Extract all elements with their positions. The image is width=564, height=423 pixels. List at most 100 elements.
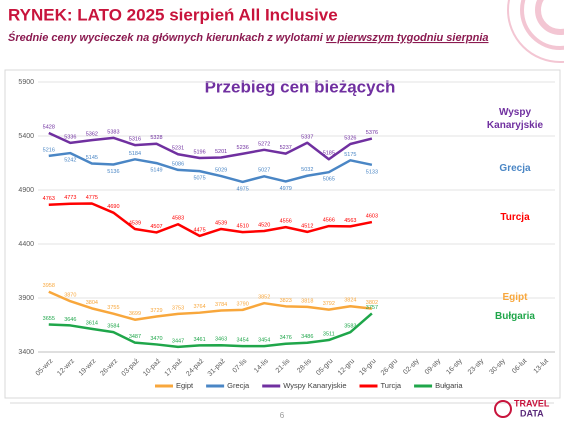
data-label: 3802 bbox=[366, 300, 378, 306]
data-label: 5075 bbox=[193, 176, 205, 182]
data-label: 5216 bbox=[43, 147, 55, 153]
data-label: 3823 bbox=[280, 298, 292, 304]
y-tick-label: 5400 bbox=[18, 133, 34, 140]
subtitle-underlined: w pierwszym tygodniu sierpnia bbox=[326, 32, 489, 44]
data-label: 5326 bbox=[344, 135, 356, 141]
series-line bbox=[48, 151, 373, 184]
legend-label: Grecja bbox=[227, 381, 250, 390]
series-line bbox=[48, 202, 373, 238]
data-label: 5231 bbox=[172, 146, 184, 152]
y-tick-label: 5900 bbox=[18, 79, 34, 86]
data-label: 5175 bbox=[344, 152, 356, 158]
data-label: 5376 bbox=[366, 130, 378, 136]
data-label: 5328 bbox=[150, 135, 162, 141]
data-label: 3729 bbox=[150, 308, 162, 314]
series-side-label: Bułgaria bbox=[494, 310, 535, 322]
data-label: 3764 bbox=[193, 304, 205, 310]
data-label: 4773 bbox=[64, 195, 76, 201]
data-label: 5027 bbox=[258, 168, 270, 174]
y-tick-label: 4900 bbox=[18, 187, 34, 194]
data-label: 5337 bbox=[301, 134, 313, 140]
data-label: 5029 bbox=[215, 168, 227, 174]
data-label: 5184 bbox=[129, 151, 141, 157]
data-label: 3584 bbox=[107, 324, 119, 330]
data-label: 3790 bbox=[237, 301, 249, 307]
data-label: 5316 bbox=[129, 137, 141, 143]
data-label: 4583 bbox=[172, 216, 184, 222]
data-label: 5065 bbox=[323, 177, 335, 183]
slide-subtitle: Średnie ceny wycieczek na głównych kieru… bbox=[8, 31, 489, 44]
series-side-label: Grecja bbox=[499, 162, 531, 174]
data-label: 4603 bbox=[366, 214, 378, 220]
data-label: 3870 bbox=[64, 293, 76, 299]
data-label: 4690 bbox=[107, 204, 119, 210]
data-label: 5185 bbox=[323, 151, 335, 157]
data-label: 4510 bbox=[237, 224, 249, 230]
data-label: 3583 bbox=[344, 324, 356, 330]
data-label: 5237 bbox=[280, 145, 292, 151]
data-label: 4763 bbox=[43, 196, 55, 202]
data-label: 3958 bbox=[43, 283, 55, 289]
data-label: 3824 bbox=[344, 298, 356, 304]
page-number: 6 bbox=[280, 411, 285, 420]
data-label: 5145 bbox=[86, 155, 98, 161]
data-label: 5336 bbox=[64, 134, 76, 140]
data-label: 5149 bbox=[150, 168, 162, 174]
data-label: 3792 bbox=[323, 301, 335, 307]
data-label: 4475 bbox=[193, 227, 205, 233]
data-label: 3511 bbox=[323, 331, 335, 337]
data-label: 3476 bbox=[280, 335, 292, 341]
data-label: 4520 bbox=[258, 222, 270, 228]
data-label: 3454 bbox=[258, 338, 270, 344]
data-label: 5196 bbox=[193, 149, 205, 155]
data-label: 5133 bbox=[366, 169, 378, 175]
data-label: 3461 bbox=[193, 337, 205, 343]
data-label: 4979 bbox=[280, 186, 292, 192]
data-label: 3852 bbox=[258, 295, 270, 301]
series-side-label-text: Bułgaria bbox=[494, 310, 535, 322]
data-label: 3757 bbox=[366, 305, 378, 311]
series-side-label: Egipt bbox=[502, 291, 528, 303]
series-side-label-text: Wyspy Kanaryjskie bbox=[486, 107, 544, 131]
y-tick-label: 3400 bbox=[18, 349, 34, 356]
data-label: 5362 bbox=[86, 132, 98, 138]
chart-title: Przebieg cen bieżących bbox=[205, 77, 396, 96]
legend-label: Turcja bbox=[381, 381, 402, 390]
logo-bottom: DATA bbox=[520, 408, 544, 418]
data-label: 3818 bbox=[301, 298, 313, 304]
data-label: 4512 bbox=[301, 223, 313, 229]
data-label: 3447 bbox=[172, 338, 184, 344]
logo-top: TRAVEL bbox=[514, 398, 550, 408]
series-side-label-text: Egipt bbox=[502, 291, 528, 303]
slide-title: RYNEK: LATO 2025 sierpień All Inclusive bbox=[8, 5, 338, 24]
series-side-label-text: Grecja bbox=[499, 162, 531, 174]
data-label: 3655 bbox=[43, 316, 55, 322]
decor bbox=[507, 0, 564, 63]
y-tick-label: 3900 bbox=[18, 295, 34, 302]
data-label: 3646 bbox=[64, 317, 76, 323]
data-label: 3463 bbox=[215, 337, 227, 343]
data-label: 4539 bbox=[129, 220, 141, 226]
data-label: 5242 bbox=[64, 158, 76, 164]
data-label: 5086 bbox=[172, 161, 184, 167]
data-label: 3804 bbox=[86, 300, 98, 306]
data-label: 3470 bbox=[150, 336, 162, 342]
series-line bbox=[48, 131, 373, 161]
data-label: 3784 bbox=[215, 302, 227, 308]
legend-label: Wyspy Kanaryjskie bbox=[283, 381, 346, 390]
data-label: 4775 bbox=[86, 195, 98, 201]
data-label: 3699 bbox=[129, 311, 141, 317]
series-side-label: Wyspy Kanaryjskie bbox=[486, 107, 544, 131]
data-label: 3486 bbox=[301, 334, 313, 340]
data-label: 5428 bbox=[43, 124, 55, 130]
subtitle-text: Średnie ceny wycieczek na głównych kieru… bbox=[8, 31, 326, 44]
data-label: 5272 bbox=[258, 141, 270, 147]
data-label: 3614 bbox=[86, 320, 98, 326]
data-label: 4563 bbox=[344, 218, 356, 224]
data-label: 5383 bbox=[107, 129, 119, 135]
data-label: 5236 bbox=[237, 145, 249, 151]
series-line bbox=[48, 290, 373, 321]
legend-label: Bułgaria bbox=[435, 381, 463, 390]
data-label: 3454 bbox=[237, 338, 249, 344]
